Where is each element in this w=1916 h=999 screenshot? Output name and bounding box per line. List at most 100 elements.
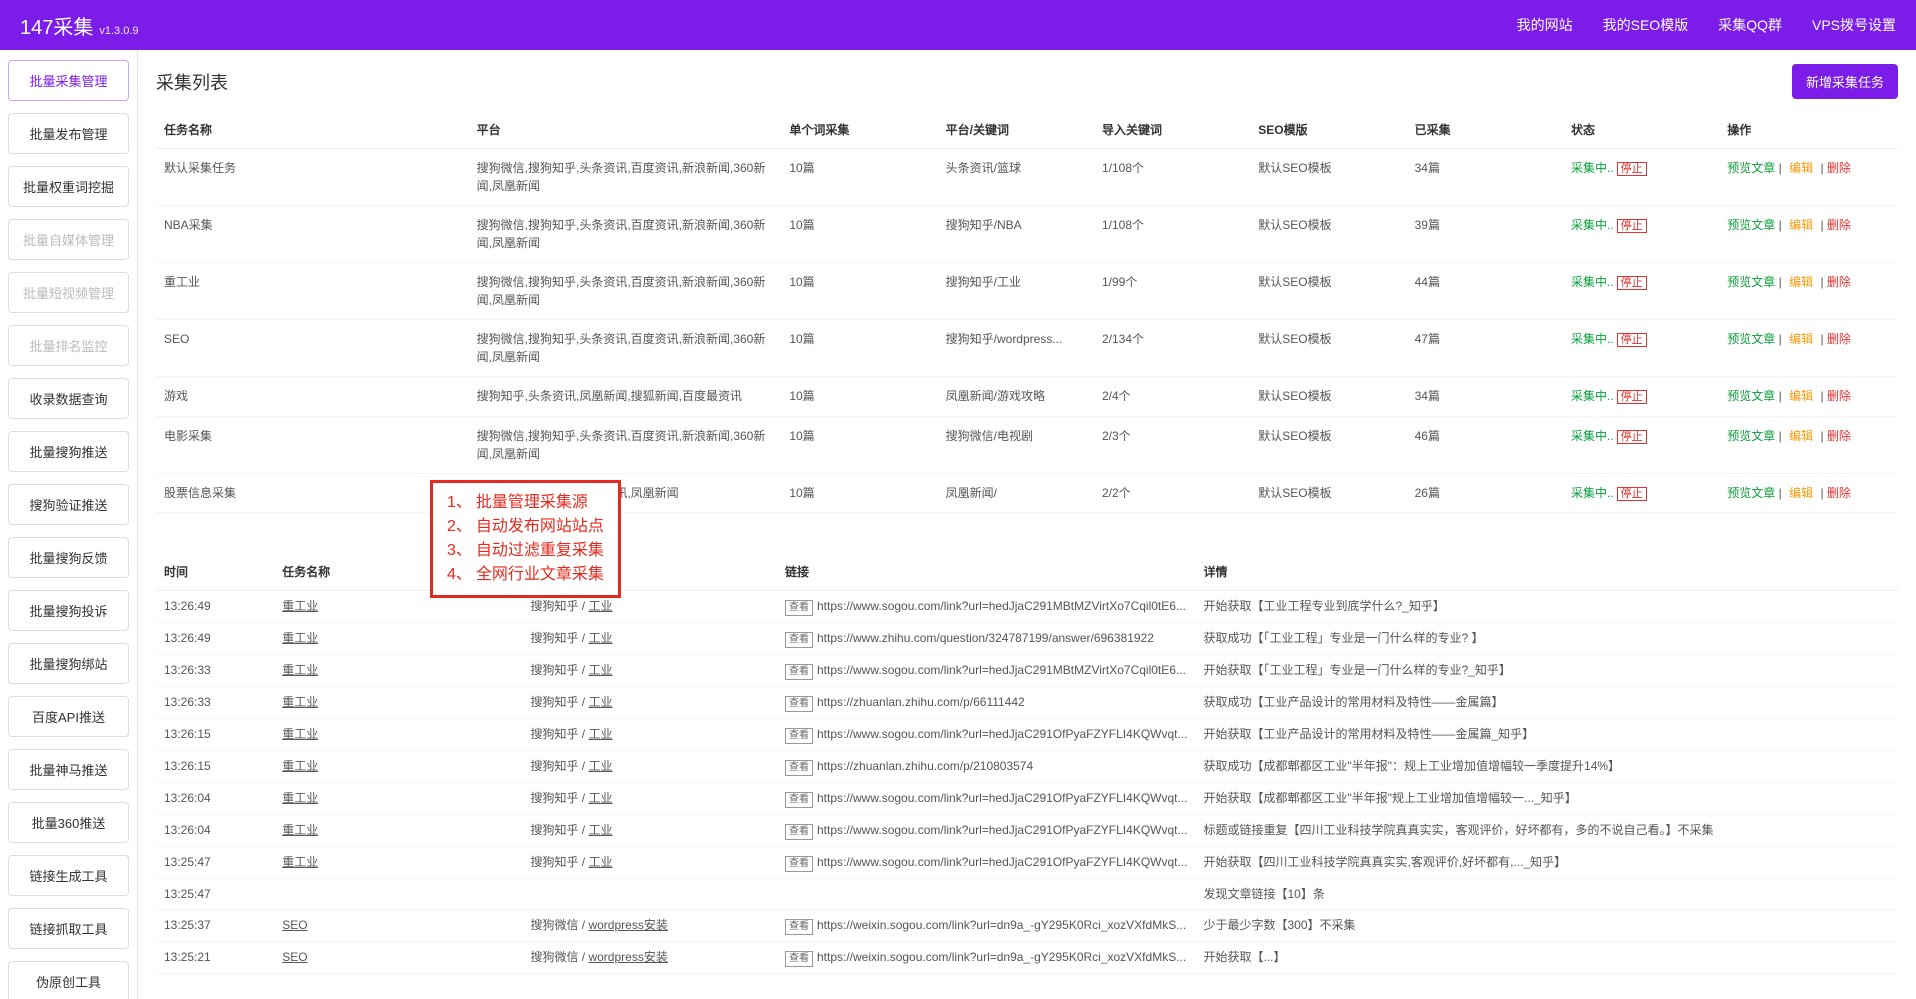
task-status: 采集中..停止 (1563, 263, 1719, 320)
log-link[interactable]: 查看https://www.sogou.com/link?url=hedJjaC… (777, 783, 1196, 815)
preview-link[interactable]: 预览文章 (1727, 389, 1775, 403)
topnav-item-3[interactable]: VPS拨号设置 (1812, 15, 1896, 35)
highlight-line: 4、全网行业文章采集 (447, 563, 604, 587)
stop-button[interactable]: 停止 (1617, 219, 1647, 233)
log-task[interactable]: SEO (274, 910, 522, 942)
delete-link[interactable]: 删除 (1827, 486, 1851, 500)
sidebar-item-12[interactable]: 百度API推送 (8, 696, 129, 737)
view-badge[interactable]: 查看 (785, 728, 813, 744)
stop-button[interactable]: 停止 (1617, 390, 1647, 404)
sidebar-item-8[interactable]: 搜狗验证推送 (8, 484, 129, 525)
log-link[interactable] (777, 879, 1196, 910)
log-link[interactable]: 查看https://www.sogou.com/link?url=hedJjaC… (777, 847, 1196, 879)
log-link[interactable]: 查看https://zhuanlan.zhihu.com/p/66111442 (777, 687, 1196, 719)
sidebar-item-17[interactable]: 伪原创工具 (8, 961, 129, 999)
task-th-3: 平台/关键词 (938, 111, 1094, 149)
log-row: 13:26:04重工业搜狗知乎 / 工业查看https://www.sogou.… (156, 783, 1898, 815)
sidebar-item-7[interactable]: 批量搜狗推送 (8, 431, 129, 472)
log-row: 13:25:37SEO搜狗微信 / wordpress安装查看https://w… (156, 910, 1898, 942)
log-link[interactable]: 查看https://weixin.sogou.com/link?url=dn9a… (777, 910, 1196, 942)
task-plat: 搜狗微信,搜狗知乎,头条资讯,百度资讯,新浪新闻,360新闻,凤凰新闻 (469, 149, 782, 206)
log-task[interactable]: 重工业 (274, 815, 522, 847)
preview-link[interactable]: 预览文章 (1727, 161, 1775, 175)
view-badge[interactable]: 查看 (785, 600, 813, 616)
log-detail: 获取成功【成都郫都区工业"半年报"：规上工业增加值增幅较一季度提升14%】 (1196, 751, 1899, 783)
view-badge[interactable]: 查看 (785, 632, 813, 648)
log-task[interactable] (274, 879, 522, 910)
log-task[interactable]: 重工业 (274, 623, 522, 655)
sidebar-item-15[interactable]: 链接生成工具 (8, 855, 129, 896)
task-plat: 搜狗微信,搜狗知乎,头条资讯,百度资讯,新浪新闻,360新闻,凤凰新闻 (469, 263, 782, 320)
preview-link[interactable]: 预览文章 (1727, 429, 1775, 443)
stop-button[interactable]: 停止 (1617, 487, 1647, 501)
delete-link[interactable]: 删除 (1827, 429, 1851, 443)
delete-link[interactable]: 删除 (1827, 275, 1851, 289)
view-badge[interactable]: 查看 (785, 664, 813, 680)
highlight-line: 2、自动发布网站站点 (447, 515, 604, 539)
edit-link[interactable]: 编辑 (1789, 429, 1813, 443)
edit-link[interactable]: 编辑 (1789, 486, 1813, 500)
sidebar-item-14[interactable]: 批量360推送 (8, 802, 129, 843)
sidebar-item-1[interactable]: 批量发布管理 (8, 113, 129, 154)
stop-button[interactable]: 停止 (1617, 276, 1647, 290)
sidebar-item-2[interactable]: 批量权重词挖掘 (8, 166, 129, 207)
stop-button[interactable]: 停止 (1617, 430, 1647, 444)
sidebar-item-13[interactable]: 批量神马推送 (8, 749, 129, 790)
log-row: 13:26:15重工业搜狗知乎 / 工业查看https://www.sogou.… (156, 719, 1898, 751)
log-task[interactable]: 重工业 (274, 687, 522, 719)
log-link[interactable]: 查看https://www.sogou.com/link?url=hedJjaC… (777, 655, 1196, 687)
log-link[interactable]: 查看https://www.sogou.com/link?url=hedJjaC… (777, 591, 1196, 623)
topnav-item-1[interactable]: 我的SEO模版 (1603, 15, 1689, 35)
delete-link[interactable]: 删除 (1827, 332, 1851, 346)
view-badge[interactable]: 查看 (785, 951, 813, 967)
delete-link[interactable]: 删除 (1827, 389, 1851, 403)
stop-button[interactable]: 停止 (1617, 333, 1647, 347)
task-kw: 凤凰新闻/游戏攻略 (938, 377, 1094, 417)
edit-link[interactable]: 编辑 (1789, 332, 1813, 346)
preview-link[interactable]: 预览文章 (1727, 218, 1775, 232)
stop-button[interactable]: 停止 (1617, 162, 1647, 176)
view-badge[interactable]: 查看 (785, 856, 813, 872)
edit-link[interactable]: 编辑 (1789, 161, 1813, 175)
topnav-item-2[interactable]: 采集QQ群 (1718, 15, 1782, 35)
edit-link[interactable]: 编辑 (1789, 218, 1813, 232)
view-badge[interactable]: 查看 (785, 919, 813, 935)
log-task[interactable]: 重工业 (274, 751, 522, 783)
topnav-item-0[interactable]: 我的网站 (1517, 15, 1573, 35)
log-task[interactable]: 重工业 (274, 655, 522, 687)
delete-link[interactable]: 删除 (1827, 161, 1851, 175)
view-badge[interactable]: 查看 (785, 824, 813, 840)
log-task[interactable]: 重工业 (274, 719, 522, 751)
log-task[interactable]: SEO (274, 942, 522, 974)
log-link[interactable]: 查看https://weixin.sogou.com/link?url=dn9a… (777, 942, 1196, 974)
log-task[interactable]: 重工业 (274, 847, 522, 879)
log-link[interactable]: 查看https://zhuanlan.zhihu.com/p/210803574 (777, 751, 1196, 783)
preview-link[interactable]: 预览文章 (1727, 332, 1775, 346)
sidebar-item-0[interactable]: 批量采集管理 (8, 60, 129, 101)
task-kw: 头条资讯/篮球 (938, 149, 1094, 206)
view-badge[interactable]: 查看 (785, 696, 813, 712)
sidebar-item-6[interactable]: 收录数据查询 (8, 378, 129, 419)
sidebar-item-16[interactable]: 链接抓取工具 (8, 908, 129, 949)
view-badge[interactable]: 查看 (785, 760, 813, 776)
add-task-button[interactable]: 新增采集任务 (1792, 64, 1898, 99)
sidebar-item-10[interactable]: 批量搜狗投诉 (8, 590, 129, 631)
task-import: 2/2个 (1094, 473, 1250, 513)
sidebar-item-9[interactable]: 批量搜狗反馈 (8, 537, 129, 578)
edit-link[interactable]: 编辑 (1789, 275, 1813, 289)
log-link[interactable]: 查看https://www.zhihu.com/question/3247871… (777, 623, 1196, 655)
delete-link[interactable]: 删除 (1827, 218, 1851, 232)
log-task[interactable]: 重工业 (274, 783, 522, 815)
preview-link[interactable]: 预览文章 (1727, 275, 1775, 289)
task-single: 10篇 (781, 473, 937, 513)
log-link[interactable]: 查看https://www.sogou.com/link?url=hedJjaC… (777, 815, 1196, 847)
task-status: 采集中..停止 (1563, 416, 1719, 473)
edit-link[interactable]: 编辑 (1789, 389, 1813, 403)
view-badge[interactable]: 查看 (785, 792, 813, 808)
log-detail: 获取成功【「工业工程」专业是一门什么样的专业? 】 (1196, 623, 1899, 655)
preview-link[interactable]: 预览文章 (1727, 486, 1775, 500)
log-link[interactable]: 查看https://www.sogou.com/link?url=hedJjaC… (777, 719, 1196, 751)
sidebar-item-11[interactable]: 批量搜狗绑站 (8, 643, 129, 684)
task-status: 采集中..停止 (1563, 206, 1719, 263)
task-plat: 搜狗微信,搜狗知乎,头条资讯,百度资讯,新浪新闻,360新闻,凤凰新闻 (469, 206, 782, 263)
